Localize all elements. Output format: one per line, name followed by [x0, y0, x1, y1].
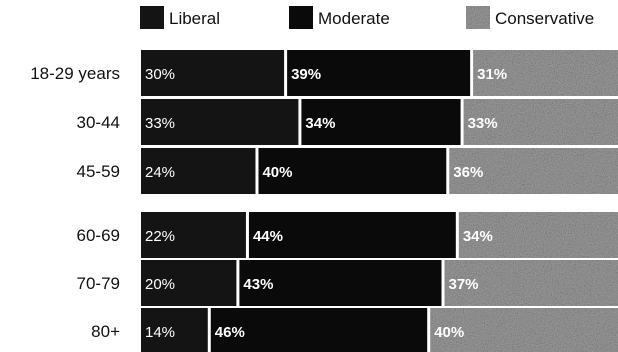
bar-70-79-conservative	[444, 260, 618, 306]
bars: 30% 39% 31% 33% 34% 33% 24% 40% 36% 22% 44% 34% 20% 4…	[141, 50, 618, 352]
row-label-18-29-years: 18-29 years	[30, 64, 120, 83]
bar-45-59-conservative	[449, 148, 618, 194]
legend-label-conservative: Conservative	[495, 9, 594, 28]
data-label-70-79-conservative: 37%	[449, 276, 479, 293]
bar-30-44-conservative	[463, 99, 618, 145]
row-label-45-59: 45-59	[77, 162, 120, 181]
row-label-80: 80+	[91, 322, 120, 341]
data-label-60-69-liberal: 22%	[145, 228, 175, 245]
row-label-70-79: 70-79	[77, 274, 120, 293]
bar-70-79-liberal	[141, 260, 237, 306]
data-label-60-69-moderate: 44%	[253, 228, 283, 245]
data-label-45-59-liberal: 24%	[145, 164, 175, 181]
legend-swatch-liberal	[140, 6, 164, 29]
bar-60-69-moderate	[248, 212, 456, 258]
data-label-70-79-liberal: 20%	[145, 276, 175, 293]
data-label-80-conservative: 40%	[434, 324, 464, 341]
data-label-18-29-years-moderate: 39%	[291, 66, 321, 83]
data-label-60-69-conservative: 34%	[463, 228, 493, 245]
bar-70-79-moderate	[239, 260, 442, 306]
bar-60-69-liberal	[141, 212, 246, 258]
legend-label-moderate: Moderate	[318, 9, 390, 28]
data-label-70-79-moderate: 43%	[243, 276, 273, 293]
bar-45-59-liberal	[141, 148, 256, 194]
data-label-30-44-liberal: 33%	[145, 115, 175, 132]
data-label-18-29-years-conservative: 31%	[477, 66, 507, 83]
legend-swatch-moderate	[289, 6, 313, 29]
bar-18-29-years-liberal	[141, 50, 285, 96]
bar-30-44-moderate	[301, 99, 461, 145]
data-label-30-44-conservative: 33%	[468, 115, 498, 132]
data-label-45-59-moderate: 40%	[262, 164, 292, 181]
row-label-60-69: 60-69	[77, 226, 120, 245]
legend-label-liberal: Liberal	[169, 9, 220, 28]
data-label-18-29-years-liberal: 30%	[145, 66, 175, 83]
bar-30-44-liberal	[141, 99, 299, 145]
bar-18-29-years-moderate	[287, 50, 471, 96]
bar-18-29-years-conservative	[473, 50, 618, 96]
bar-80-moderate	[210, 308, 428, 352]
legend-swatch-conservative	[466, 6, 490, 29]
row-labels: 18-29 years 30-44 45-59 60-69 70-79 80+	[30, 64, 120, 341]
bar-80-conservative	[430, 308, 618, 352]
data-label-45-59-conservative: 36%	[453, 164, 483, 181]
row-label-30-44: 30-44	[77, 113, 120, 132]
legend: Liberal Moderate Conservative	[140, 6, 594, 29]
data-label-80-moderate: 46%	[215, 324, 245, 341]
bar-80-liberal	[141, 308, 208, 352]
bar-60-69-conservative	[458, 212, 618, 258]
data-label-80-liberal: 14%	[145, 324, 175, 341]
data-label-30-44-moderate: 34%	[305, 115, 335, 132]
bar-45-59-moderate	[258, 148, 447, 194]
